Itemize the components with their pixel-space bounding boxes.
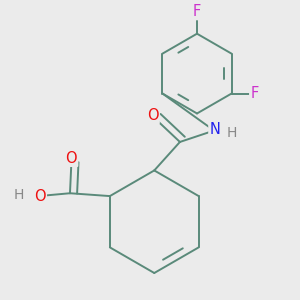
Text: O: O bbox=[34, 189, 46, 204]
Text: F: F bbox=[193, 4, 201, 19]
Text: O: O bbox=[147, 108, 159, 123]
Text: N: N bbox=[209, 122, 220, 137]
Text: O: O bbox=[66, 151, 77, 166]
Text: H: H bbox=[14, 188, 24, 203]
Text: F: F bbox=[250, 86, 259, 101]
Text: H: H bbox=[227, 126, 237, 140]
